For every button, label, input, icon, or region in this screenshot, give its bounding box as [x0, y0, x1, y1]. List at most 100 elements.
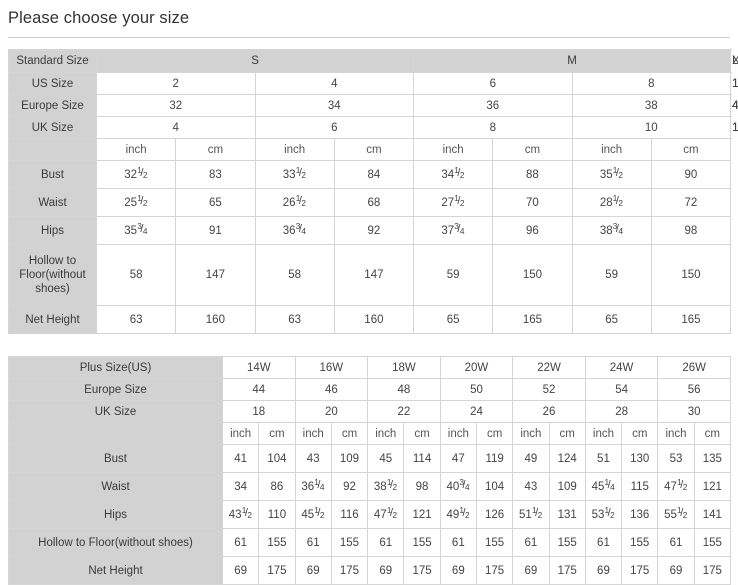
cell-bust-cm-2: 88	[492, 160, 573, 189]
unit-row-spacer	[8, 422, 223, 445]
cell-waist-inch-1: 26 1/2	[254, 188, 335, 217]
cell-hips-cm-3: 126	[475, 500, 514, 529]
unit-label-cm-1: cm	[333, 138, 415, 161]
size-group-16w: 16W	[294, 356, 369, 379]
table-row: Europe Size3234363840424446	[8, 94, 738, 117]
cell-uk-size-1: 6	[254, 116, 415, 139]
unit-label-inch-1: inch	[294, 422, 332, 445]
cell-net-height-inch-6: 69	[657, 556, 695, 585]
cell-bust-cm-3: 90	[650, 160, 732, 189]
cell-bust-cm-0: 104	[258, 444, 296, 473]
title-divider	[8, 37, 730, 38]
cell-bust-inch-3: 47	[439, 444, 477, 473]
plus-size-row: Plus Size(US) 14W 16W 18W 20W 22W 24W 26W	[8, 356, 731, 379]
cell-uk-size-3: 24	[439, 400, 514, 423]
cell-net-height-cm-5: 175	[621, 556, 659, 585]
unit-label-cm-2: cm	[403, 422, 441, 445]
unit-label-inch-3: inch	[571, 138, 652, 161]
measurement-row: Waist 34 86 36 1/4 92 38 1/2 98 40 3/4 104 43 109 45 1/…	[8, 472, 731, 501]
measurement-row: Hollow to Floor(without shoes) 58 147 58 147…	[8, 244, 732, 306]
row-label-europe-size: Europe Size	[8, 94, 97, 117]
cell-bust-cm-6: 135	[693, 444, 731, 473]
cell-waist-cm-4: 109	[548, 472, 586, 501]
cell-waist-inch-6: 47 1/2	[657, 472, 695, 501]
cell-hollow-to-floor-without-shoes-cm-2: 150	[492, 244, 573, 306]
cell-waist-inch-5: 45 1/4	[584, 472, 623, 501]
size-group-26w: 26W	[657, 356, 731, 379]
size-group-14w: 14W	[222, 356, 296, 379]
cell-net-height-inch-4: 69	[512, 556, 550, 585]
cell-hollow-to-floor-without-shoes-inch-4: 61	[512, 528, 550, 557]
row-label-bust: Bust	[8, 160, 97, 189]
row-label-uk-size: UK Size	[8, 400, 223, 423]
cell-bust-inch-2: 45	[367, 444, 405, 473]
cell-bust-cm-4: 124	[548, 444, 586, 473]
unit-label-cm-2: cm	[492, 138, 573, 161]
cell-europe-size-1: 34	[254, 94, 415, 117]
measurement-row: Hollow to Floor(without shoes) 61 155 61 155…	[8, 528, 731, 557]
cell-net-height-inch-0: 63	[95, 305, 177, 334]
cell-waist-cm-6: 121	[693, 472, 731, 501]
cell-hips-inch-5: 53 1/2	[584, 500, 623, 529]
cell-hips-cm-2: 96	[492, 216, 573, 245]
measurement-row: Hips 43 1/2 110 45 1/2 116 47 1/2 121 49 1/2 126 51 1/…	[8, 500, 731, 529]
cell-bust-cm-1: 109	[330, 444, 369, 473]
cell-waist-inch-0: 25 1/2	[95, 188, 177, 217]
unit-label-cm-0: cm	[258, 422, 296, 445]
cell-waist-inch-4: 43	[512, 472, 550, 501]
cell-waist-cm-5: 115	[621, 472, 659, 501]
size-group-22w: 22W	[512, 356, 586, 379]
cell-hips-inch-4: 51 1/2	[512, 500, 550, 529]
cell-hollow-to-floor-without-shoes-inch-2: 59	[413, 244, 494, 306]
standard-size-table: Standard SizeSMLXLUS Size246810121416Eur…	[8, 49, 738, 334]
cell-net-height-inch-2: 69	[367, 556, 405, 585]
unit-label-cm-3: cm	[475, 422, 514, 445]
size-group-20w: 20W	[439, 356, 514, 379]
cell-net-height-inch-0: 69	[221, 556, 260, 585]
row-label-hips: Hips	[8, 500, 223, 529]
row-label-net-height: Net Height	[8, 305, 97, 334]
row-label-waist: Waist	[8, 472, 223, 501]
unit-label-cm-0: cm	[175, 138, 256, 161]
cell-waist-cm-2: 98	[403, 472, 441, 501]
cell-uk-size-0: 18	[222, 400, 296, 423]
row-label-europe-size: Europe Size	[8, 378, 223, 401]
cell-uk-size-2: 8	[413, 116, 573, 139]
cell-net-height-cm-1: 175	[330, 556, 369, 585]
cell-uk-size-3: 10	[571, 116, 732, 139]
cell-europe-size-3: 50	[439, 378, 514, 401]
size-group-18w: 18W	[367, 356, 441, 379]
unit-label-inch-5: inch	[584, 422, 623, 445]
cell-hollow-to-floor-without-shoes-cm-2: 155	[403, 528, 441, 557]
cell-waist-inch-1: 36 1/4	[294, 472, 332, 501]
cell-uk-size-2: 22	[367, 400, 441, 423]
cell-net-height-cm-0: 175	[258, 556, 296, 585]
cell-europe-size-4: 52	[512, 378, 586, 401]
cell-hips-cm-4: 131	[548, 500, 586, 529]
cell-uk-size-5: 28	[584, 400, 659, 423]
cell-bust-inch-6: 53	[657, 444, 695, 473]
row-label-waist: Waist	[8, 188, 97, 217]
cell-waist-cm-0: 65	[175, 188, 256, 217]
cell-hips-inch-3: 49 1/2	[439, 500, 477, 529]
cell-europe-size-3: 38	[571, 94, 732, 117]
cell-net-height-cm-4: 175	[548, 556, 586, 585]
cell-hollow-to-floor-without-shoes-cm-0: 147	[175, 244, 256, 306]
cell-bust-inch-2: 34 1/2	[413, 160, 494, 189]
cell-hips-cm-6: 141	[693, 500, 731, 529]
measurement-row: Bust 32 1/2 83 33 1/2 84 34 1/2 88 35 1/2 90	[8, 160, 732, 189]
unit-label-cm-3: cm	[650, 138, 732, 161]
cell-bust-inch-4: 49	[512, 444, 550, 473]
size-group-row: Standard SizeSMLXL	[8, 49, 738, 73]
page-title: Please choose your size	[8, 9, 190, 27]
cell-hollow-to-floor-without-shoes-inch-1: 61	[294, 528, 332, 557]
measurement-row: Waist 25 1/2 65 26 1/2 68 27 1/2 70 28 1/2 72	[8, 188, 732, 217]
cell-us-size-2: 6	[413, 72, 573, 95]
cell-hollow-to-floor-without-shoes-inch-0: 61	[221, 528, 260, 557]
cell-uk-size-0: 4	[96, 116, 256, 139]
cell-europe-size-5: 54	[584, 378, 659, 401]
plus-size-table: Plus Size(US) 14W 16W 18W 20W 22W 24W 26W Europe…	[8, 356, 731, 585]
cell-net-height-inch-1: 69	[294, 556, 332, 585]
unit-label-inch-0: inch	[95, 138, 177, 161]
unit-label-cm-6: cm	[693, 422, 731, 445]
